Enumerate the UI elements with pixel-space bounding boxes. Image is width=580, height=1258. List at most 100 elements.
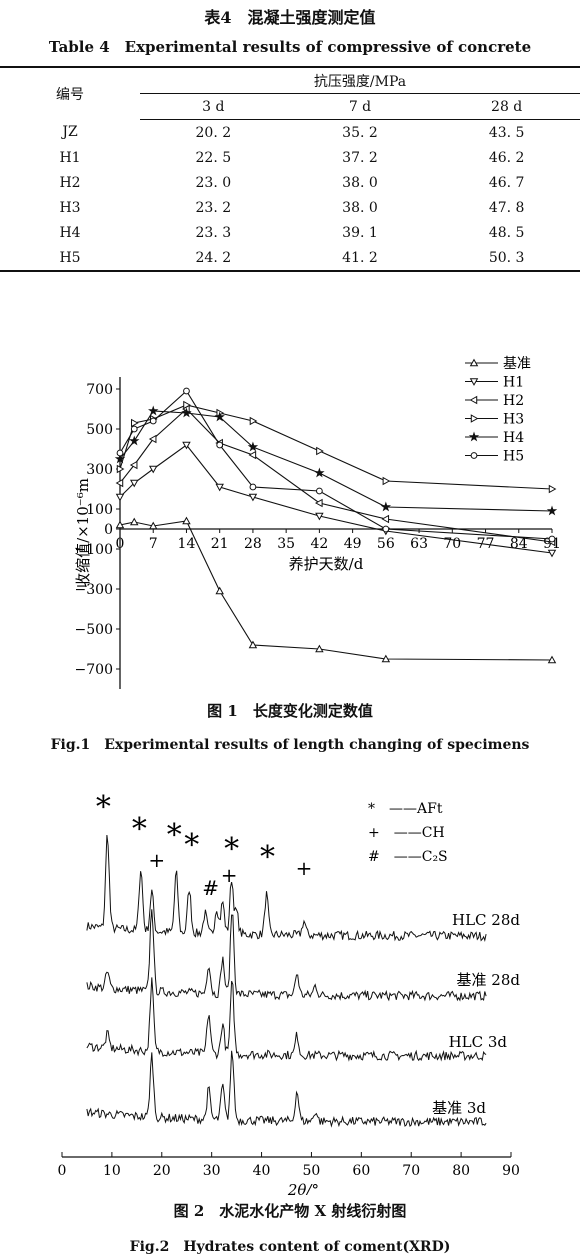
data-point bbox=[248, 450, 257, 460]
legend-entry: # ——C₂S bbox=[368, 849, 448, 865]
peak-marker: + bbox=[221, 863, 238, 887]
fig1-caption-en: Fig.1 Experimental results of length cha… bbox=[50, 737, 530, 753]
legend-marker bbox=[469, 358, 479, 367]
peak-marker: * bbox=[224, 832, 239, 867]
cell-value: 43. 5 bbox=[488, 124, 525, 141]
col-header-28d: 28 d bbox=[433, 93, 580, 120]
data-point bbox=[148, 465, 158, 474]
x-axis-label: 2θ/° bbox=[287, 1181, 319, 1195]
cell-value: 23. 3 bbox=[195, 224, 232, 241]
xrd-trace bbox=[86, 909, 487, 1002]
table-row: H5 24. 2 41. 2 50. 3 bbox=[0, 245, 580, 272]
xrd-trace bbox=[86, 1050, 487, 1128]
legend: 基准 H1 H2 H3 H4 H5 bbox=[465, 355, 531, 465]
x-tick-label: 50 bbox=[303, 1163, 321, 1179]
data-point bbox=[548, 484, 557, 494]
y-tick-label: 100 bbox=[86, 502, 113, 518]
peak-marker: + bbox=[296, 856, 313, 880]
fig2-caption-en: Fig.2 Hydrates content of coment(XRD) bbox=[129, 1239, 451, 1255]
y-tick-label: 300 bbox=[86, 462, 113, 478]
table-row: H4 23. 3 39. 1 48. 5 bbox=[0, 220, 580, 245]
table-row: H3 23. 2 38. 0 47. 8 bbox=[0, 195, 580, 220]
data-point bbox=[130, 425, 138, 433]
col-header-3d: 3 d bbox=[140, 93, 287, 120]
cell-value: 24. 2 bbox=[140, 245, 287, 272]
x-tick-label: 28 bbox=[244, 536, 262, 552]
cell-value: 46. 2 bbox=[488, 149, 525, 166]
x-tick-label: 0 bbox=[58, 1163, 67, 1179]
cell-value: 47. 8 bbox=[488, 199, 525, 216]
x-tick-label: 80 bbox=[452, 1163, 470, 1179]
y-tick-label: 700 bbox=[86, 382, 113, 398]
data-point bbox=[248, 493, 258, 502]
col-header-7d: 7 d bbox=[286, 93, 434, 120]
peak-marker: * bbox=[260, 840, 275, 875]
x-tick-label: 30 bbox=[203, 1163, 221, 1179]
data-point bbox=[116, 449, 124, 457]
table-row: H2 23. 0 38. 0 46. 7 bbox=[0, 170, 580, 195]
peak-marker: * bbox=[167, 818, 182, 853]
data-point bbox=[380, 501, 392, 512]
xrd-series-label: HLC 28d bbox=[452, 911, 520, 929]
y-tick-label: 500 bbox=[86, 422, 113, 438]
legend-entry: * ——AFt bbox=[368, 801, 443, 817]
legend-label: H1 bbox=[503, 375, 524, 391]
data-point bbox=[547, 655, 557, 664]
data-point bbox=[148, 521, 158, 530]
legend-marker bbox=[468, 431, 480, 442]
data-point bbox=[131, 418, 139, 428]
cell-value: 35. 2 bbox=[342, 124, 378, 141]
cell-id: H3 bbox=[59, 199, 81, 216]
data-point bbox=[129, 517, 139, 526]
cell-value: 23. 2 bbox=[195, 199, 232, 216]
data-point bbox=[548, 535, 556, 543]
x-tick-label: 42 bbox=[310, 536, 328, 552]
xrd-series-1: HLC 28d bbox=[86, 834, 520, 943]
data-point bbox=[215, 483, 224, 492]
peak-marker: * bbox=[184, 828, 199, 863]
legend-entry: + ——CH bbox=[368, 825, 445, 841]
cell-value: 48. 5 bbox=[488, 224, 525, 241]
peak-marker: # bbox=[202, 876, 219, 900]
x-tick-label: 21 bbox=[211, 536, 229, 552]
legend-marker bbox=[470, 414, 479, 423]
legend: * ——AFt + ——CH # ——C₂S bbox=[368, 801, 448, 865]
cell-id: H4 bbox=[59, 224, 81, 241]
series-line bbox=[119, 410, 553, 512]
data-point bbox=[314, 498, 323, 508]
y-tick-label: −300 bbox=[75, 582, 113, 598]
data-point bbox=[247, 441, 259, 452]
cell-value: 20. 2 bbox=[195, 124, 232, 141]
x-tick-label: 70 bbox=[443, 536, 461, 552]
data-point bbox=[315, 512, 324, 521]
legend-label: H5 bbox=[503, 449, 524, 465]
x-tick-label: 10 bbox=[103, 1163, 121, 1179]
data-point bbox=[116, 464, 125, 474]
xrd-trace bbox=[86, 977, 487, 1062]
xrd-series-label: 基准 3d bbox=[432, 1099, 486, 1117]
data-point bbox=[149, 417, 157, 425]
legend-marker bbox=[470, 452, 478, 459]
legend-label: 基准 bbox=[503, 355, 531, 372]
y-tick-label: −500 bbox=[75, 622, 113, 638]
data-point bbox=[214, 411, 225, 422]
x-tick-label: 63 bbox=[410, 536, 428, 552]
data-point bbox=[183, 400, 191, 410]
cell-value: 23. 0 bbox=[195, 174, 232, 191]
data-point bbox=[129, 435, 140, 446]
legend-label: H3 bbox=[503, 412, 524, 428]
x-tick-label: 40 bbox=[253, 1163, 271, 1179]
data-point bbox=[382, 476, 391, 486]
xrd-series-2: 基准 28d bbox=[86, 909, 520, 1002]
series-1 bbox=[115, 516, 557, 664]
data-point bbox=[381, 654, 391, 663]
y-axis-label: 收缩值/×10⁻⁶m bbox=[74, 478, 92, 588]
cell-value: 38. 0 bbox=[342, 199, 378, 216]
data-point bbox=[148, 405, 159, 416]
data-point bbox=[114, 453, 126, 464]
data-point bbox=[215, 586, 224, 595]
data-point bbox=[249, 483, 257, 491]
cell-id: JZ bbox=[62, 124, 78, 141]
data-point bbox=[148, 434, 157, 444]
